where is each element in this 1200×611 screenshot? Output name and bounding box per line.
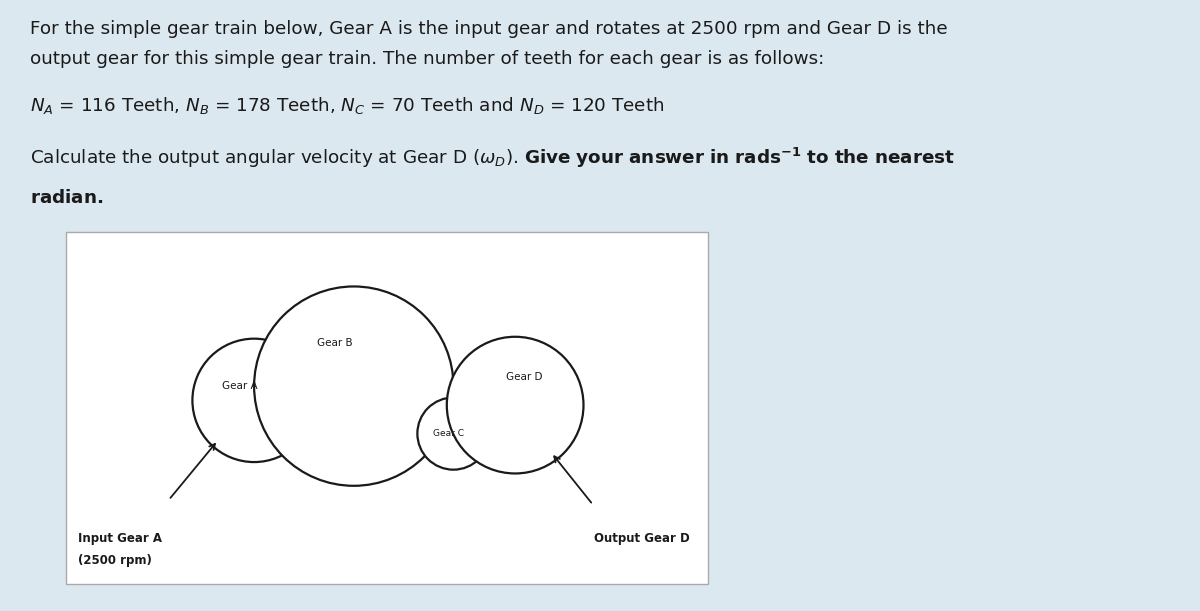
Text: Gear D: Gear D [506,371,542,382]
Text: Gear C: Gear C [433,429,464,438]
Text: Input Gear A: Input Gear A [78,532,162,544]
Text: Gear A: Gear A [222,381,258,391]
Circle shape [418,398,490,470]
Circle shape [192,338,316,462]
Text: output gear for this simple gear train. The number of teeth for each gear is as : output gear for this simple gear train. … [30,50,824,68]
Circle shape [446,337,583,474]
Bar [66,232,708,584]
Text: $\mathbf{radian.}$: $\mathbf{radian.}$ [30,189,103,207]
Text: For the simple gear train below, Gear A is the input gear and rotates at 2500 rp: For the simple gear train below, Gear A … [30,20,948,37]
Text: Calculate the output angular velocity at Gear D ($\omega_D$). $\mathbf{Give\ you: Calculate the output angular velocity at… [30,145,955,169]
Text: (2500 rpm): (2500 rpm) [78,554,152,567]
Text: $N_A$ = 116 Teeth, $N_B$ = 178 Teeth, $N_C$ = 70 Teeth and $N_D$ = 120 Teeth: $N_A$ = 116 Teeth, $N_B$ = 178 Teeth, $N… [30,95,665,115]
Text: Gear B: Gear B [317,338,353,348]
Circle shape [254,287,454,486]
Text: Output Gear D: Output Gear D [594,532,690,544]
